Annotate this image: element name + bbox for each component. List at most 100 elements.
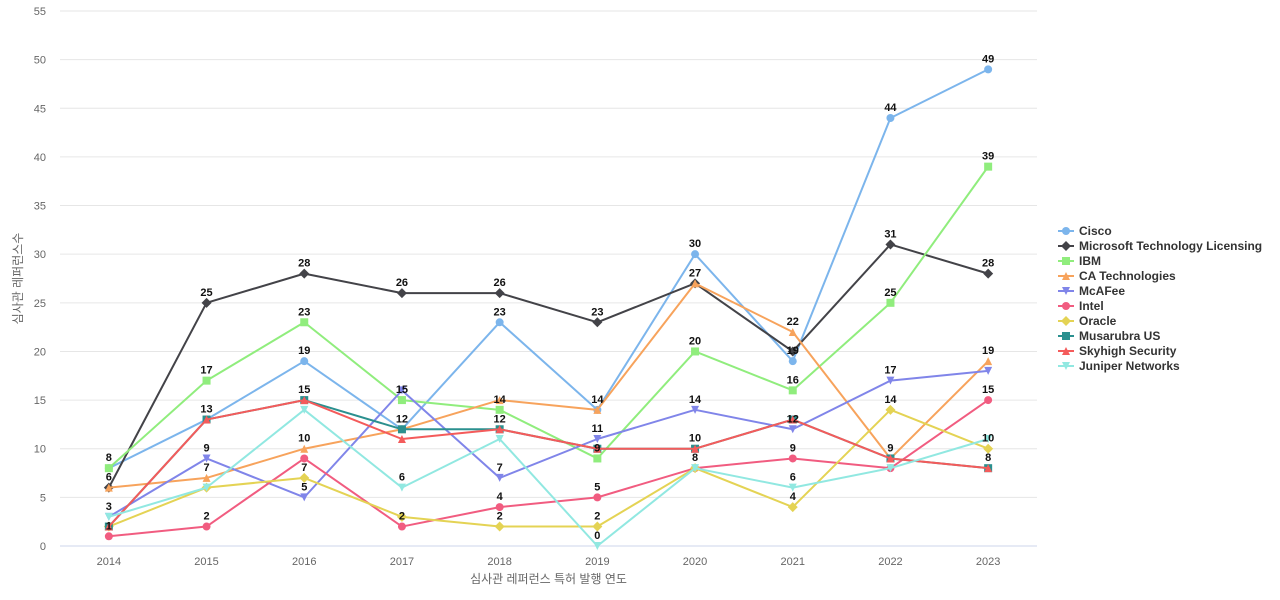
data-point[interactable]: [397, 425, 406, 434]
data-point[interactable]: [788, 415, 797, 424]
data-point[interactable]: [397, 522, 406, 531]
data-point[interactable]: [983, 268, 994, 279]
legend-label: Intel: [1079, 299, 1104, 313]
data-point[interactable]: [494, 521, 505, 532]
data-point[interactable]: [104, 512, 113, 521]
data-point[interactable]: [300, 444, 309, 453]
data-point[interactable]: [397, 483, 406, 492]
data-point[interactable]: [691, 444, 700, 453]
data-point[interactable]: [788, 386, 797, 395]
data-point[interactable]: [788, 328, 797, 336]
data-point[interactable]: [202, 522, 211, 531]
data-point[interactable]: [202, 454, 211, 463]
data-point[interactable]: [593, 444, 602, 453]
data-point[interactable]: [495, 503, 504, 512]
data-point[interactable]: [983, 443, 994, 454]
legend-item[interactable]: Microsoft Technology Licensing: [1058, 239, 1262, 253]
data-label: 19: [298, 345, 310, 357]
data-point[interactable]: [299, 472, 310, 483]
data-point[interactable]: [984, 162, 993, 171]
legend-item[interactable]: Oracle: [1058, 314, 1117, 328]
legend-item[interactable]: CA Technologies: [1058, 269, 1176, 283]
data-point[interactable]: [396, 511, 407, 522]
data-point[interactable]: [885, 404, 896, 415]
data-point[interactable]: [300, 454, 309, 463]
data-point[interactable]: [984, 65, 993, 74]
data-point[interactable]: [691, 464, 700, 473]
data-point[interactable]: [202, 483, 211, 492]
legend-item[interactable]: McAFee: [1058, 284, 1125, 298]
data-point[interactable]: [495, 435, 504, 443]
data-point[interactable]: [494, 288, 505, 299]
data-point[interactable]: [397, 435, 406, 443]
data-point[interactable]: [104, 464, 113, 473]
data-point[interactable]: [885, 239, 896, 250]
data-point[interactable]: [397, 386, 406, 395]
data-point[interactable]: [299, 268, 310, 279]
data-point[interactable]: [202, 415, 211, 424]
legend-item[interactable]: Intel: [1058, 299, 1104, 313]
data-point[interactable]: [104, 532, 113, 541]
data-point[interactable]: [788, 483, 797, 492]
data-point[interactable]: [984, 464, 993, 473]
data-point[interactable]: [886, 298, 895, 307]
data-label: 12: [787, 413, 799, 425]
data-point[interactable]: [787, 346, 798, 357]
series-skyhigh-security: [104, 396, 993, 531]
y-tick-label: 40: [34, 152, 46, 164]
data-point[interactable]: [593, 435, 602, 443]
data-point[interactable]: [984, 435, 993, 443]
data-point[interactable]: [984, 396, 993, 405]
data-point[interactable]: [202, 376, 211, 385]
data-point[interactable]: [593, 542, 602, 550]
data-point[interactable]: [984, 366, 993, 375]
data-point[interactable]: [397, 396, 406, 405]
data-point[interactable]: [788, 425, 797, 434]
data-label: 0: [594, 530, 600, 542]
data-point[interactable]: [104, 522, 113, 531]
data-point[interactable]: [984, 357, 993, 366]
data-point[interactable]: [104, 483, 113, 492]
data-point[interactable]: [592, 317, 603, 328]
data-point[interactable]: [201, 297, 212, 308]
data-point[interactable]: [495, 405, 504, 414]
data-point[interactable]: [495, 318, 504, 327]
data-point[interactable]: [300, 405, 309, 414]
data-point[interactable]: [593, 454, 602, 463]
data-point[interactable]: [886, 454, 895, 463]
data-point[interactable]: [593, 405, 602, 414]
y-tick-label: 0: [40, 541, 46, 553]
data-point[interactable]: [787, 502, 798, 513]
data-label: 14: [884, 394, 897, 406]
data-point[interactable]: [592, 521, 603, 532]
data-label: 20: [689, 335, 701, 347]
data-point[interactable]: [788, 357, 797, 366]
data-point[interactable]: [300, 318, 309, 327]
data-point[interactable]: [300, 396, 309, 405]
data-point[interactable]: [396, 288, 407, 299]
data-point[interactable]: [593, 493, 602, 502]
data-point[interactable]: [691, 347, 700, 356]
data-point[interactable]: [886, 464, 895, 473]
data-point[interactable]: [495, 396, 504, 405]
legend-label: Skyhigh Security: [1079, 344, 1177, 358]
data-point[interactable]: [202, 473, 211, 482]
legend-marker: [1062, 302, 1070, 310]
data-point[interactable]: [886, 376, 895, 385]
x-tick-label: 2021: [781, 556, 805, 568]
legend-item[interactable]: Cisco: [1058, 224, 1112, 238]
data-point[interactable]: [788, 454, 797, 463]
data-point[interactable]: [300, 357, 309, 366]
legend-item[interactable]: Skyhigh Security: [1058, 344, 1177, 358]
data-label: 6: [399, 472, 405, 484]
data-point[interactable]: [691, 279, 700, 288]
data-point[interactable]: [691, 250, 700, 259]
data-point[interactable]: [886, 114, 895, 122]
data-point[interactable]: [691, 405, 700, 414]
data-point[interactable]: [495, 473, 504, 482]
legend-item[interactable]: Musarubra US: [1058, 329, 1160, 343]
legend-item[interactable]: IBM: [1058, 254, 1101, 268]
data-point[interactable]: [495, 425, 504, 434]
data-point[interactable]: [300, 493, 309, 502]
legend-item[interactable]: Juniper Networks: [1058, 359, 1180, 373]
